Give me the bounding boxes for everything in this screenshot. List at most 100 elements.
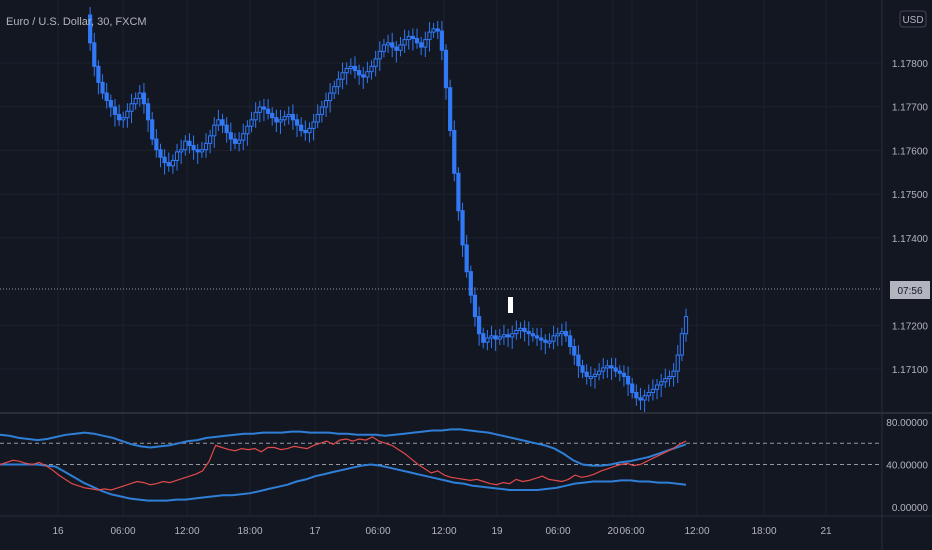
x-tick-label: 18:00 bbox=[751, 526, 776, 537]
candle-body bbox=[332, 86, 337, 94]
candle-body bbox=[112, 106, 118, 115]
candle-body bbox=[183, 140, 188, 151]
candle-body bbox=[278, 119, 283, 123]
candle-body bbox=[154, 138, 159, 151]
candle-body bbox=[427, 31, 432, 41]
candle-body bbox=[646, 392, 651, 397]
candle-body bbox=[439, 30, 444, 51]
candle-body bbox=[468, 271, 473, 296]
candle-body bbox=[179, 149, 184, 153]
candle-body bbox=[539, 337, 544, 341]
candle-body bbox=[597, 370, 602, 375]
candle-body bbox=[145, 103, 151, 121]
candle-body bbox=[92, 42, 97, 67]
candle-body bbox=[592, 373, 598, 377]
candle-body bbox=[208, 135, 213, 144]
candle-body bbox=[398, 44, 403, 51]
candle-body bbox=[344, 67, 349, 74]
candle-body bbox=[237, 139, 242, 144]
candle-body bbox=[505, 334, 511, 338]
candle-body bbox=[150, 119, 155, 140]
candle-body bbox=[683, 316, 689, 335]
price-tick-label: 1.17600 bbox=[892, 146, 929, 157]
candle-body bbox=[137, 92, 142, 99]
candle-body bbox=[108, 100, 113, 108]
candle-body bbox=[448, 87, 453, 131]
candles bbox=[88, 7, 689, 412]
candle-body bbox=[481, 333, 486, 343]
candle-body bbox=[456, 172, 461, 212]
currency-label[interactable]: USD bbox=[902, 15, 923, 26]
countdown-tag bbox=[890, 281, 930, 299]
candle-body bbox=[638, 397, 643, 401]
candle-body bbox=[563, 331, 569, 337]
candle-body bbox=[224, 124, 229, 134]
candle-body bbox=[104, 92, 109, 102]
x-tick-label: 21 bbox=[820, 526, 832, 537]
candle-body bbox=[336, 78, 341, 88]
candle-body bbox=[373, 58, 378, 67]
candle-body bbox=[265, 108, 271, 114]
candle-body bbox=[613, 367, 618, 372]
candle-body bbox=[493, 335, 498, 340]
candle-body bbox=[216, 119, 221, 126]
currency-badge[interactable] bbox=[899, 10, 927, 28]
candle-body bbox=[241, 133, 246, 141]
candle-body bbox=[406, 35, 411, 41]
candle-body bbox=[419, 42, 424, 48]
price-tick-label: 1.17700 bbox=[892, 103, 929, 114]
candle-body bbox=[328, 92, 333, 102]
candle-body bbox=[257, 106, 262, 113]
grid bbox=[0, 0, 882, 515]
candle-body bbox=[530, 333, 535, 337]
candle-body bbox=[88, 14, 93, 44]
highlighted-candle bbox=[508, 297, 513, 313]
candle-body bbox=[307, 127, 312, 134]
candle-body bbox=[605, 365, 610, 369]
candle-body bbox=[650, 388, 655, 394]
x-tick-label: 06:00 bbox=[545, 526, 570, 537]
price-tick-label: 1.17500 bbox=[892, 190, 929, 201]
candle-body bbox=[423, 39, 428, 48]
candle-body bbox=[274, 117, 279, 123]
candle-body bbox=[526, 331, 531, 335]
candle-body bbox=[659, 381, 664, 386]
candle-body bbox=[96, 65, 101, 83]
x-tick-label: 18:00 bbox=[237, 526, 262, 537]
osc-tick-label: 0.00000 bbox=[892, 503, 929, 514]
candle-body bbox=[489, 335, 494, 339]
candle-body bbox=[543, 339, 548, 343]
candle-body bbox=[125, 110, 130, 119]
candle-body bbox=[187, 140, 192, 146]
candle-body bbox=[534, 335, 540, 339]
candle-body bbox=[663, 378, 668, 383]
candle-body bbox=[675, 354, 680, 372]
candle-body bbox=[162, 156, 167, 164]
osc-series-line bbox=[0, 428, 687, 467]
candle-body bbox=[348, 65, 353, 69]
candle-body bbox=[394, 46, 399, 51]
candle-body bbox=[390, 42, 395, 48]
candle-body bbox=[402, 39, 407, 46]
candle-body bbox=[514, 329, 519, 335]
candle-body bbox=[294, 119, 300, 126]
candle-body bbox=[630, 383, 635, 394]
candle-body bbox=[228, 132, 233, 140]
candle-body bbox=[555, 333, 560, 337]
candle-body bbox=[501, 334, 507, 338]
x-tick-label: 20 bbox=[607, 526, 619, 537]
candle-body bbox=[634, 392, 639, 399]
candle-body bbox=[679, 333, 684, 356]
candle-body bbox=[170, 159, 175, 167]
x-tick-label: 16 bbox=[52, 526, 64, 537]
candle-body bbox=[282, 116, 287, 121]
candle-body bbox=[117, 113, 122, 121]
candle-body bbox=[464, 244, 469, 273]
candle-body bbox=[319, 106, 324, 115]
oscillator bbox=[0, 428, 882, 502]
price-tick-label: 1.17800 bbox=[892, 59, 929, 70]
candle-body bbox=[667, 375, 672, 380]
